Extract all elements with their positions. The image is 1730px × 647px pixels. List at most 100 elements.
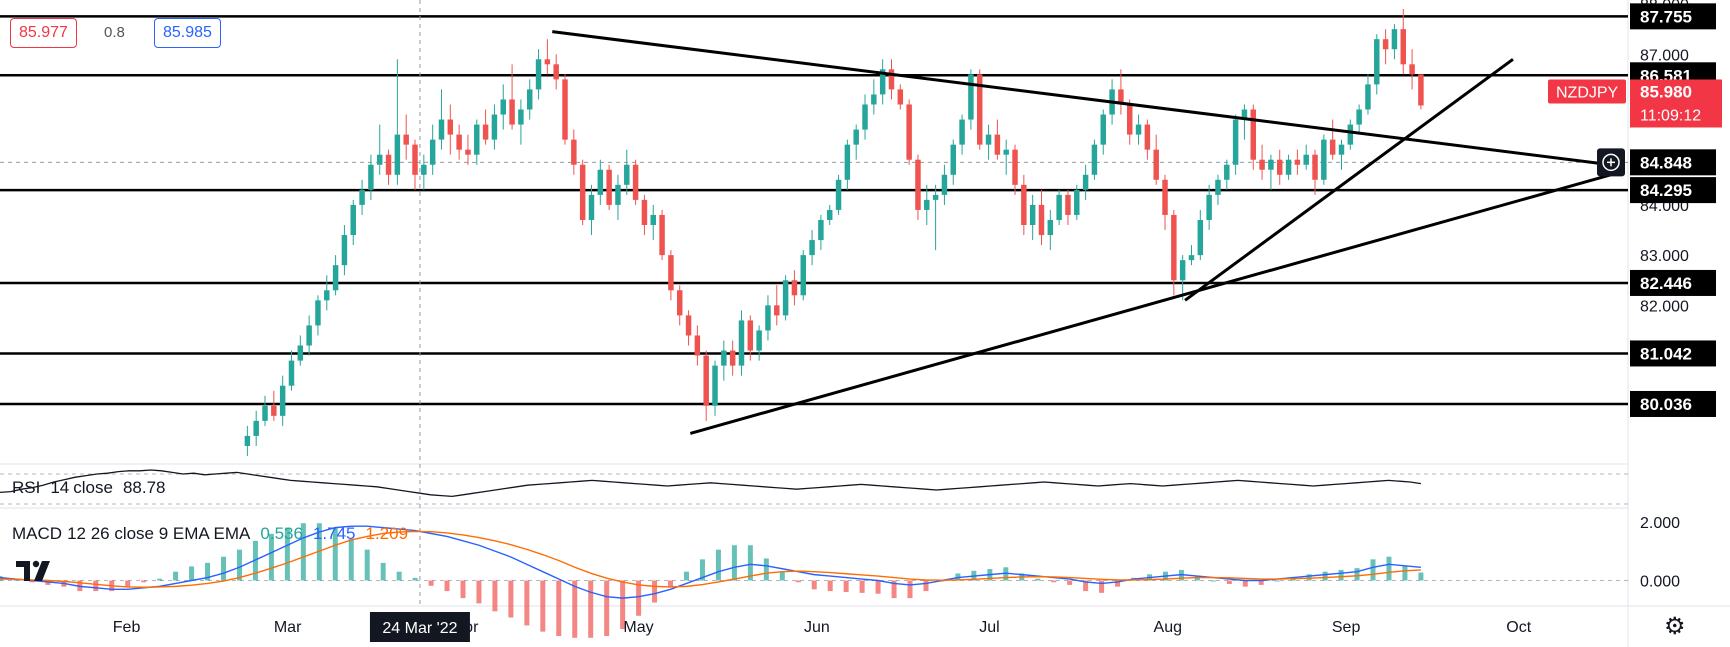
level-label-box [1630, 149, 1716, 176]
candle-body [1259, 159, 1265, 170]
candle-body [606, 169, 612, 205]
crosshair-add-icon-ring [1602, 153, 1620, 172]
candle-body [1303, 154, 1309, 165]
level-label-box [1630, 3, 1716, 30]
candle-body [844, 144, 851, 180]
tradingview-logo-icon[interactable] [14, 555, 54, 585]
rsi-source: close [73, 478, 113, 497]
candle-body [535, 59, 542, 90]
macd-histogram-bar [556, 580, 562, 637]
candle-body [1365, 84, 1371, 110]
candle-body [447, 119, 454, 135]
time-axis-label: Mar [274, 619, 302, 636]
macd-params: 12 26 close 9 EMA EMA [67, 524, 251, 543]
candle-body [332, 265, 339, 291]
macd-histogram-bar [1003, 567, 1009, 581]
candle-body [1250, 109, 1256, 160]
candle-body [1091, 144, 1098, 175]
level-label: 87.755 [1640, 7, 1692, 26]
candle-body [685, 315, 692, 336]
candle-body [491, 114, 498, 140]
current-price-label: 85.980 [1640, 82, 1692, 101]
macd-histogram-bar [811, 580, 817, 590]
macd-histogram-bar [268, 533, 274, 581]
candle-body [394, 134, 401, 175]
macd-histogram-bar [141, 580, 147, 583]
buy-price-box[interactable]: 85.985 [154, 18, 221, 48]
gear-icon[interactable]: ⚙ [1664, 613, 1686, 640]
candle-body [888, 69, 895, 90]
candle-body [482, 124, 489, 140]
macd-line-value: 1.745 [312, 524, 356, 543]
macd-histogram-bar [923, 580, 929, 592]
candle-body [932, 194, 939, 200]
rsi-value: 88.78 [122, 478, 166, 497]
macd-histogram-bar [1402, 565, 1408, 581]
candle-body [985, 134, 992, 145]
time-axis-label: Jul [979, 619, 999, 636]
candle-body [500, 99, 506, 115]
time-axis-label: Oct [1506, 619, 1531, 636]
trendline [1184, 58, 1514, 302]
candle-body [306, 325, 312, 346]
candle-body [782, 280, 789, 316]
macd-histogram-bar [13, 579, 19, 581]
macd-histogram-bar [668, 580, 674, 588]
candle-body [765, 305, 771, 331]
macd-histogram-bar [1386, 556, 1392, 581]
candle-body [747, 320, 754, 351]
candle-body [456, 134, 462, 150]
candle-body [897, 89, 904, 105]
time-axis-label: Sep [1332, 619, 1361, 636]
candle-body [1374, 39, 1380, 85]
candle-body [518, 109, 524, 125]
macd-signal-value: 1.209 [365, 524, 409, 543]
candle-body [1321, 139, 1327, 180]
macd-histogram-bar [1354, 568, 1360, 581]
macd-histogram-bar [1210, 580, 1216, 582]
support-resistance-lines [0, 0, 1628, 606]
level-label: 81.042 [1640, 344, 1692, 363]
level-label: 80.036 [1640, 395, 1692, 414]
candle-body [571, 139, 577, 165]
candle-body [1241, 109, 1248, 120]
macd-histogram-bar [492, 580, 498, 612]
rsi-legend[interactable]: RSI 14 close 88.78 [12, 478, 176, 498]
candle-body [738, 320, 745, 366]
candle-body [1276, 159, 1283, 175]
macd-histogram-bar [779, 571, 785, 581]
countdown-label: 11:09:12 [1640, 107, 1701, 124]
macd-tick-label: 0.000 [1640, 574, 1680, 591]
candle-body [1197, 219, 1204, 256]
macd-histogram-bar [1418, 572, 1424, 581]
candle-body [624, 164, 630, 185]
trendline [689, 173, 1612, 435]
candle-body [297, 345, 304, 361]
candle-body [1047, 219, 1054, 236]
macd-histogram-bar [428, 580, 434, 586]
level-label: 84.295 [1640, 181, 1692, 200]
candle-body [421, 164, 427, 175]
candle-body [835, 179, 842, 210]
candle-body [562, 79, 568, 140]
candle-body [324, 290, 330, 301]
current-price-box [1630, 79, 1722, 128]
sell-price-box[interactable]: 85.977 [10, 18, 77, 48]
candle-body [1329, 139, 1336, 155]
candle-body [438, 119, 445, 140]
candle-body [729, 350, 736, 366]
candle-body [950, 144, 956, 175]
candle-body [1382, 39, 1389, 50]
macd-histogram-bar [524, 580, 530, 626]
macd-histogram-bar [715, 549, 721, 581]
candle-body [1126, 104, 1133, 135]
candle-body [774, 305, 780, 316]
macd-histogram-bar [1274, 580, 1280, 582]
cursor-date-box [369, 612, 470, 642]
macd-hist-value: 0.536 [260, 524, 303, 543]
candle-body [1215, 179, 1221, 195]
rsi-length: 14 [50, 478, 70, 497]
macd-legend[interactable]: MACD 12 26 close 9 EMA EMA 0.536 1.745 1.209 [12, 524, 418, 544]
candle-body [315, 300, 321, 326]
